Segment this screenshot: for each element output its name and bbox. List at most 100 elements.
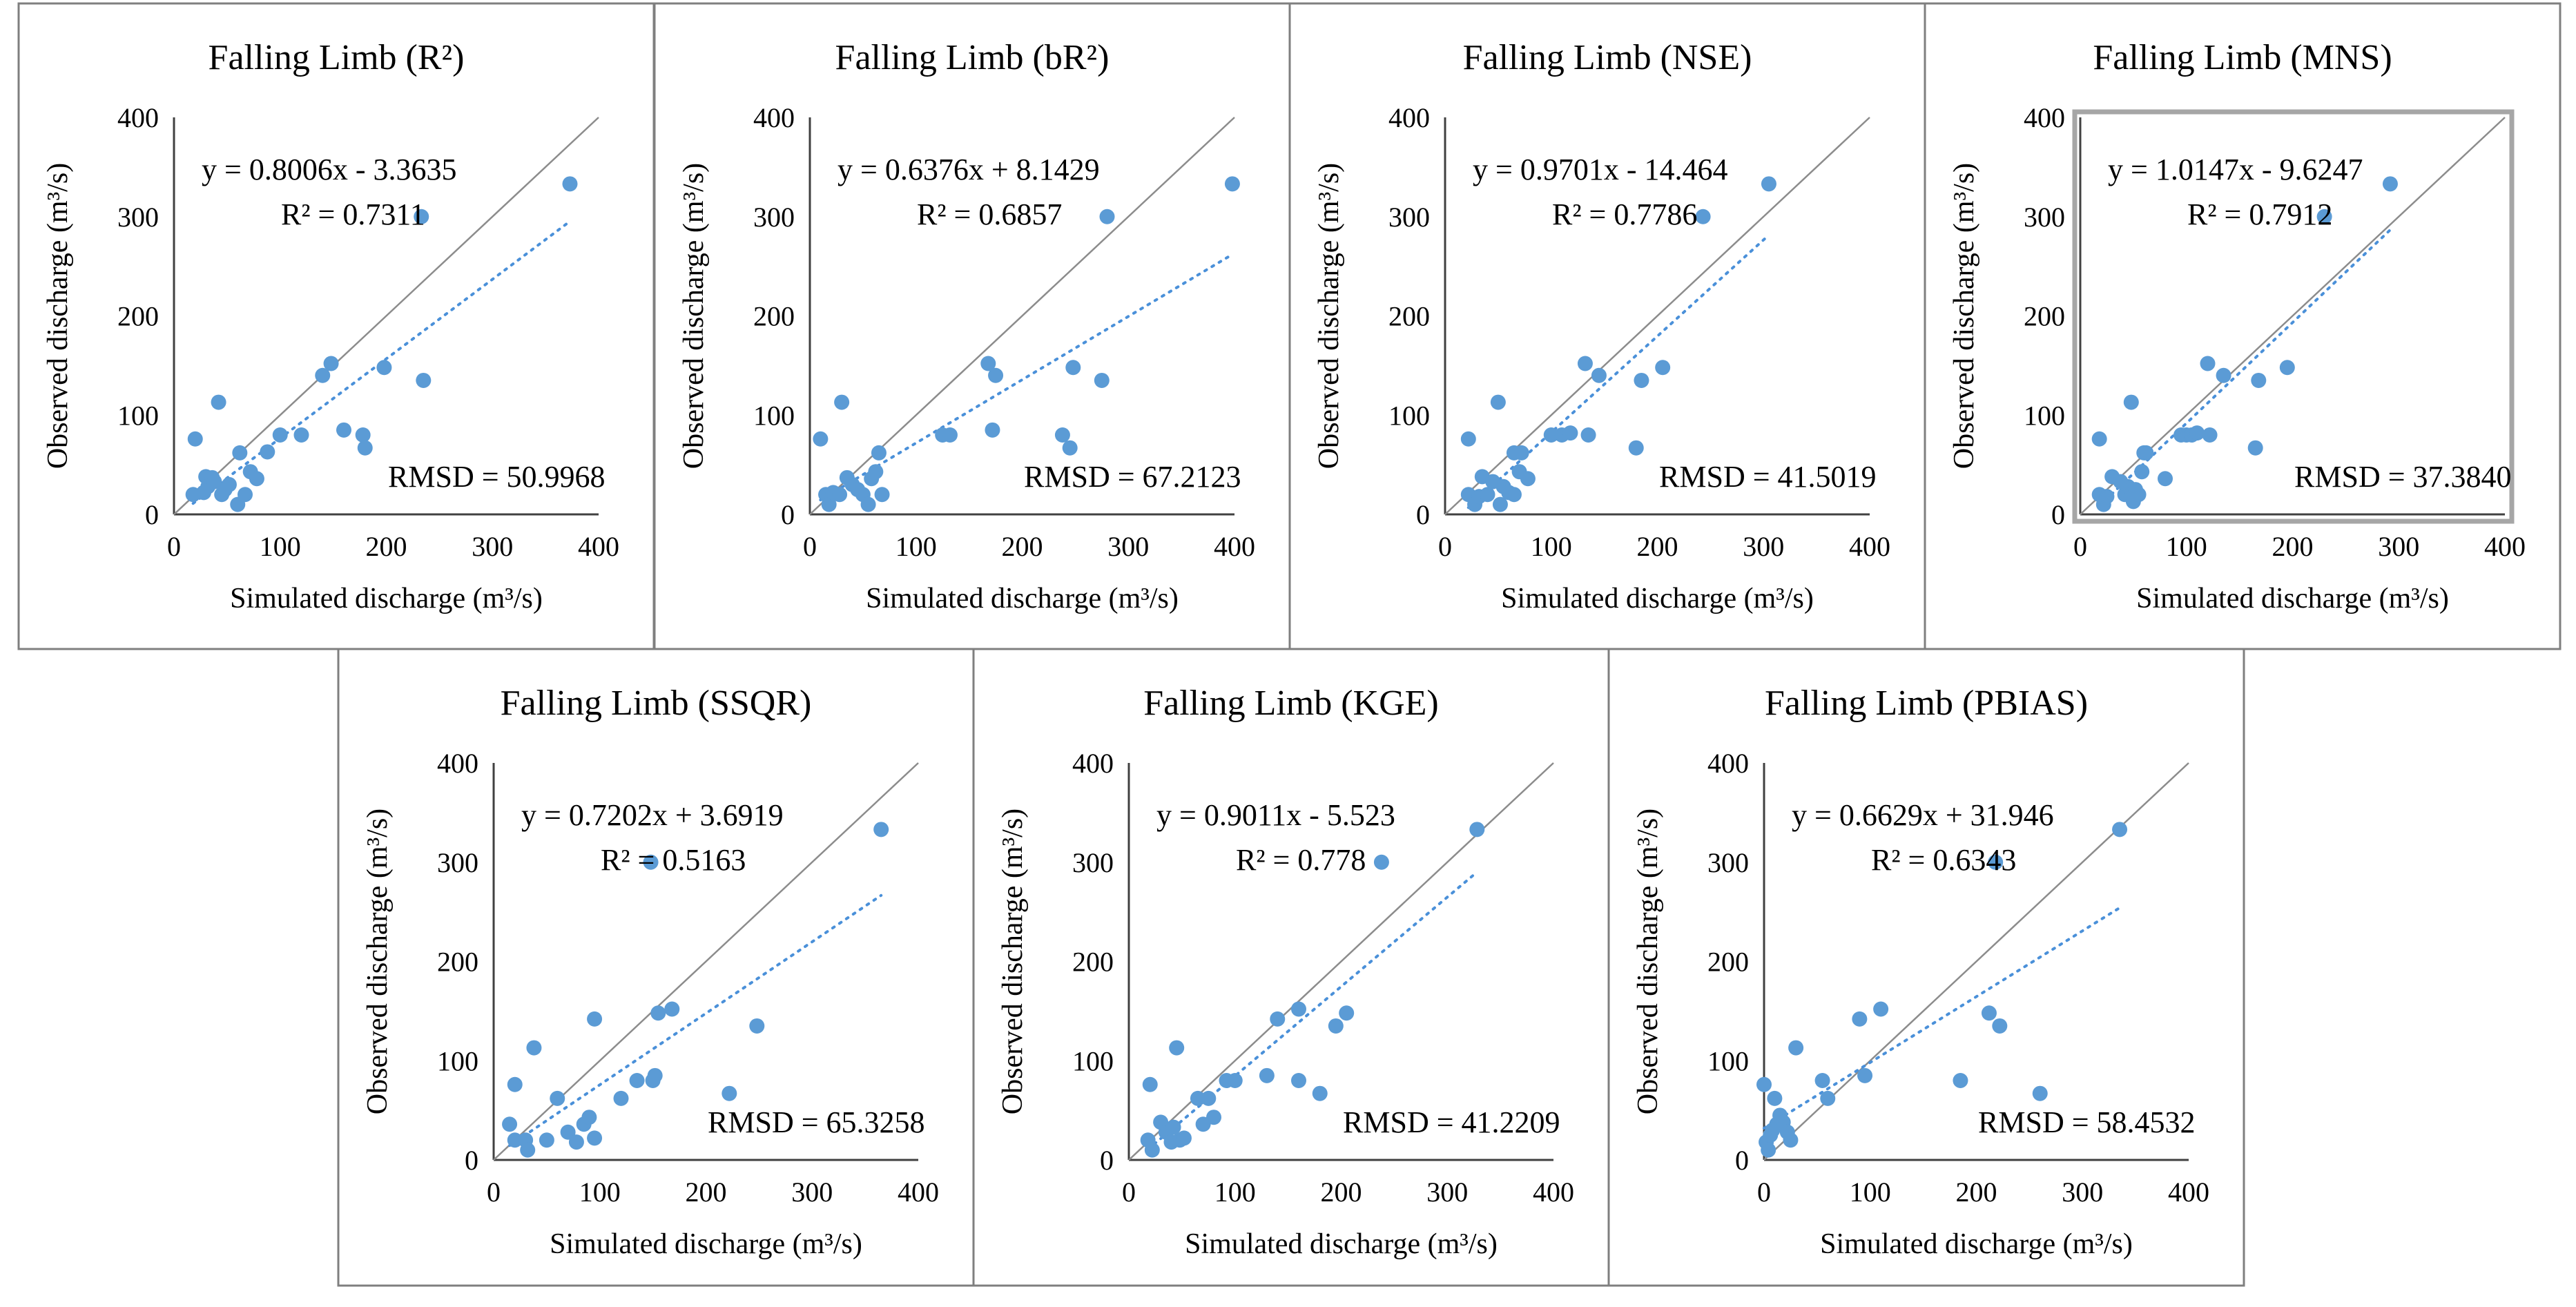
- data-point: [1224, 176, 1240, 192]
- y-tick-label: 0: [2051, 499, 2065, 530]
- data-point: [868, 464, 884, 480]
- x-tick-label: 300: [1107, 531, 1149, 562]
- data-point: [1506, 487, 1522, 503]
- y-tick-label: 200: [1072, 947, 1114, 978]
- data-point: [1520, 471, 1536, 487]
- x-tick-label: 0: [2073, 531, 2087, 562]
- data-point: [873, 822, 889, 838]
- data-point: [647, 1067, 663, 1083]
- data-point: [1094, 372, 1110, 388]
- data-point: [416, 372, 432, 388]
- data-point: [187, 431, 203, 447]
- data-point: [272, 427, 288, 443]
- one-to-one-line: [493, 762, 919, 1161]
- x-tick-label: 200: [1637, 531, 1678, 562]
- x-tick-label: 200: [2272, 531, 2314, 562]
- data-point: [562, 176, 578, 192]
- y-tick-label: 100: [2024, 400, 2065, 431]
- data-point: [1065, 360, 1081, 376]
- data-point: [1992, 1018, 2008, 1034]
- panel-frame: [972, 648, 1610, 1287]
- data-point: [1857, 1067, 1873, 1083]
- y-tick-label: 200: [2024, 301, 2065, 332]
- x-tick-label: 100: [1850, 1177, 1891, 1208]
- data-point: [643, 854, 659, 870]
- y-tick-label: 100: [117, 400, 159, 431]
- x-tick-label: 200: [1321, 1177, 1362, 1208]
- data-point: [2216, 367, 2231, 383]
- x-tick-label: 300: [2062, 1177, 2103, 1208]
- x-tick-label: 300: [472, 531, 513, 562]
- trendline-equation: y = 0.8006x - 3.3635: [202, 153, 456, 186]
- data-point: [1291, 1073, 1306, 1088]
- data-point: [1873, 1001, 1889, 1017]
- chart-title: Falling Limb (MNS): [2093, 38, 2392, 77]
- scatter-panel-2: Falling Limb (bR²) 00 100 100 200 200 300 300 40…: [653, 2, 1291, 650]
- data-point: [507, 1132, 523, 1148]
- data-point: [260, 444, 275, 460]
- data-point: [1756, 1076, 1772, 1092]
- y-tick-label: 300: [1707, 847, 1749, 878]
- data-point: [293, 427, 309, 443]
- data-point: [2032, 1085, 2048, 1101]
- data-point: [2382, 176, 2398, 192]
- data-point: [1852, 1011, 1868, 1027]
- data-point: [988, 367, 1004, 383]
- x-tick-label: 0: [803, 531, 817, 562]
- data-point: [2279, 360, 2295, 376]
- x-tick-label: 100: [2166, 531, 2207, 562]
- x-tick-label: 300: [791, 1177, 833, 1208]
- data-point: [1761, 176, 1776, 192]
- data-point: [749, 1018, 765, 1034]
- y-tick-label: 300: [2024, 202, 2065, 233]
- y-tick-label: 0: [1416, 499, 1430, 530]
- x-tick-label: 0: [487, 1177, 501, 1208]
- data-point: [874, 487, 890, 503]
- y-tick-label: 100: [753, 400, 795, 431]
- data-point: [357, 440, 373, 456]
- data-point: [502, 1116, 518, 1132]
- y-tick-label: 0: [145, 499, 159, 530]
- data-point: [664, 1001, 680, 1017]
- trendline-equation: y = 0.6629x + 31.946: [1792, 798, 2054, 832]
- scatter-panel-3: Falling Limb (NSE) 00 100 100 200 200 300 300 40…: [1288, 2, 1926, 650]
- data-point: [1206, 1110, 1221, 1125]
- chart-title: Falling Limb (NSE): [1463, 38, 1752, 77]
- rmsd-label: RMSD = 65.3258: [708, 1105, 925, 1139]
- data-point: [1142, 1076, 1158, 1092]
- data-point: [1814, 1073, 1830, 1088]
- x-tick-label: 400: [2484, 531, 2526, 562]
- chart-title: Falling Limb (R²): [209, 38, 465, 77]
- trendline: [1763, 906, 2122, 1130]
- data-point: [2200, 356, 2216, 371]
- y-axis-label: Observed discharge (m³/s): [1948, 163, 1980, 469]
- y-tick-label: 200: [117, 301, 159, 332]
- scatter-panel-5: Falling Limb (SSQR) 00 100 100 200 200 300 300 4…: [337, 648, 975, 1287]
- x-tick-label: 400: [578, 531, 619, 562]
- x-tick-label: 200: [1002, 531, 1043, 562]
- r-squared-label: R² = 0.7786: [1552, 197, 1697, 231]
- data-point: [2189, 425, 2205, 441]
- trendline-equation: y = 0.7202x + 3.6919: [521, 798, 784, 832]
- data-point: [1339, 1005, 1355, 1021]
- y-tick-label: 400: [1388, 102, 1430, 133]
- chart-title: Falling Limb (PBIAS): [1765, 684, 2088, 723]
- data-point: [650, 1005, 666, 1021]
- y-tick-label: 300: [1388, 202, 1430, 233]
- y-tick-label: 0: [781, 499, 795, 530]
- data-point: [1490, 394, 1506, 410]
- x-axis-label: Simulated discharge (m³/s): [1820, 1228, 2133, 1260]
- x-tick-label: 400: [898, 1177, 939, 1208]
- highlight-frame: [2072, 109, 2515, 524]
- chart-title: Falling Limb (KGE): [1143, 684, 1439, 723]
- x-tick-label: 100: [1531, 531, 1572, 562]
- data-point: [1190, 1090, 1205, 1106]
- y-tick-label: 100: [437, 1045, 478, 1076]
- data-point: [1169, 1040, 1185, 1056]
- y-tick-label: 200: [1388, 301, 1430, 332]
- x-tick-label: 400: [1533, 1177, 1574, 1208]
- data-point: [1270, 1011, 1286, 1027]
- y-tick-label: 0: [465, 1145, 478, 1176]
- data-point: [526, 1040, 542, 1056]
- data-point: [560, 1124, 576, 1140]
